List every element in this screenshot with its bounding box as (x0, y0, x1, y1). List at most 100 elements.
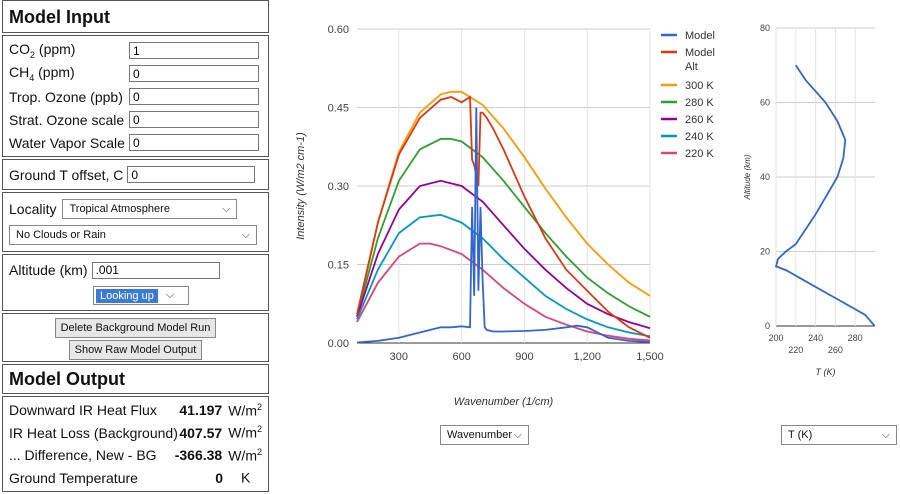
x-tick-label: 1,200 (573, 351, 601, 363)
y-tick-label: 40 (760, 172, 770, 182)
y-tick-label: 0 (765, 321, 770, 331)
spectrum-chart: 0.00 0.15 0.30 0.45 0.60 300 600 900 1,200 1,500 W… (295, 24, 715, 408)
series-line (356, 242, 651, 342)
legend-label: 300 K (685, 80, 714, 92)
series-line (356, 90, 651, 317)
output-label: Downward IR Heat Flux (9, 402, 157, 419)
series-line (356, 213, 651, 338)
legend-label: Alt (685, 61, 698, 73)
ground-t-input[interactable] (127, 166, 256, 183)
x-tick-label: 220 (788, 345, 803, 355)
output-row: Ground Temperature 0 K (3, 467, 268, 490)
x-axis-label: T (K) (816, 367, 836, 377)
profile-chart: 0 20 40 60 80 200 220 240 260 280 T (K) Altitude (k… (743, 23, 876, 377)
y-tick-label: 0.45 (328, 103, 349, 115)
output-label: IR Heat Loss (Background) (9, 424, 178, 441)
left-panel: Model Input CO2 (ppm) CH4 (ppm) Trop. Oz… (2, 0, 269, 494)
ch4-input[interactable] (129, 65, 259, 82)
output-value: 41.197 (179, 402, 223, 419)
y-tick-label: 20 (760, 247, 770, 257)
trop-ozone-input[interactable] (129, 88, 259, 105)
model-input-header: Model Input (2, 0, 269, 33)
y-tick-label: 0.30 (328, 181, 349, 193)
clouds-value: No Clouds or Rain (16, 229, 106, 241)
output-label: Ground Temperature (9, 469, 138, 486)
x-tick-label: 600 (452, 351, 470, 363)
model-output-title: Model Output (9, 369, 125, 389)
output-row: IR Heat Loss (Background) 407.57 W/m2 (3, 422, 268, 445)
model-output-header: Model Output (2, 364, 269, 394)
chevron-down-icon: ⌵ (513, 428, 522, 441)
profile-select-value: T (K) (788, 429, 813, 441)
output-label: ... Difference, New - BG (9, 447, 157, 464)
x-tick-label: 300 (390, 351, 408, 363)
series-line (356, 179, 651, 330)
legend-label: Model (685, 30, 715, 42)
looking-value: Looking up (96, 288, 158, 303)
output-unit: W/m2 (228, 401, 262, 419)
ground-t-panel: Ground T offset, C (2, 159, 269, 190)
co2-input[interactable] (129, 42, 259, 59)
trop-ozone-label: Trop. Ozone (ppb) (9, 88, 123, 105)
output-unit: W/m2 (228, 446, 262, 464)
altitude-label: Altitude (km) (9, 262, 88, 278)
y-axis-label: Altitude (km) (743, 154, 752, 200)
gas-inputs-panel: CO2 (ppm) CH4 (ppm) Trop. Ozone (ppb) St… (2, 35, 269, 157)
chevron-down-icon: ⌵ (881, 428, 890, 441)
legend-label: 280 K (685, 97, 714, 109)
legend-label: 240 K (685, 131, 714, 143)
ground-t-label: Ground T offset, C (9, 166, 124, 183)
model-input-title: Model Input (9, 7, 110, 27)
y-axis-label: Intensity (W/m2 cm-1) (295, 132, 307, 240)
output-value: 0 (215, 469, 223, 486)
x-tick-label: 1,500 (636, 351, 664, 363)
buttons-panel: Delete Background Model Run Show Raw Mod… (2, 313, 269, 362)
series-line (356, 107, 651, 344)
output-row: Downward IR Heat Flux 41.197 W/m2 (3, 399, 268, 422)
locality-select[interactable]: Tropical Atmosphere ⌵ (62, 199, 238, 219)
y-tick-label: 80 (760, 23, 770, 33)
output-row: ... Difference, New - BG -366.38 W/m2 (3, 444, 268, 467)
clouds-select[interactable]: No Clouds or Rain ⌵ (9, 225, 257, 245)
temperature-profile-line (774, 64, 876, 327)
output-unit: K (241, 470, 251, 487)
locality-panel: Locality Tropical Atmosphere ⌵ No Clouds… (2, 192, 269, 252)
chevron-down-icon: ⌵ (165, 289, 175, 301)
y-tick-label: 60 (760, 98, 770, 108)
water-vapor-label: Water Vapor Scale (9, 134, 125, 151)
wavenumber-select-value: Wavenumber (447, 429, 513, 441)
strat-ozone-input[interactable] (129, 111, 259, 128)
output-value: 407.57 (179, 424, 223, 441)
y-tick-label: 0.00 (328, 338, 349, 350)
legend-label: Model (685, 47, 715, 59)
wavenumber-select[interactable]: Wavenumber ⌵ (440, 425, 529, 445)
series-line (356, 95, 651, 339)
legend-label: 260 K (685, 114, 714, 126)
y-tick-label: 0.15 (328, 260, 349, 272)
ch4-label: CH4 (ppm) (9, 64, 75, 83)
series-line (356, 137, 651, 318)
delete-background-button[interactable]: Delete Background Model Run (54, 318, 217, 338)
strat-ozone-label: Strat. Ozone scale (9, 111, 125, 128)
locality-label: Locality (9, 201, 57, 217)
water-vapor-input[interactable] (129, 134, 259, 151)
x-tick-label: 200 (768, 333, 783, 343)
locality-value: Tropical Atmosphere (69, 203, 170, 215)
profile-select[interactable]: T (K) ⌵ (781, 425, 897, 445)
x-tick-label: 900 (515, 351, 533, 363)
legend-label: 220 K (685, 148, 714, 160)
output-unit: W/m2 (228, 424, 262, 442)
chevron-down-icon: ⌵ (241, 228, 250, 241)
x-tick-label: 260 (828, 345, 843, 355)
chevron-down-icon: ⌵ (222, 202, 231, 215)
y-tick-label: 0.60 (328, 24, 349, 36)
looking-select[interactable]: Looking up ⌵ (93, 286, 189, 305)
altitude-input[interactable] (91, 261, 220, 279)
co2-label: CO2 (ppm) (9, 41, 76, 60)
x-axis-label: Wavenumber (1/cm) (454, 396, 554, 408)
x-tick-label: 240 (808, 333, 823, 343)
output-value: -366.38 (174, 447, 223, 464)
show-raw-output-button[interactable]: Show Raw Model Output (68, 340, 203, 360)
altitude-panel: Altitude (km) Looking up ⌵ (2, 254, 269, 311)
x-tick-label: 280 (848, 333, 863, 343)
